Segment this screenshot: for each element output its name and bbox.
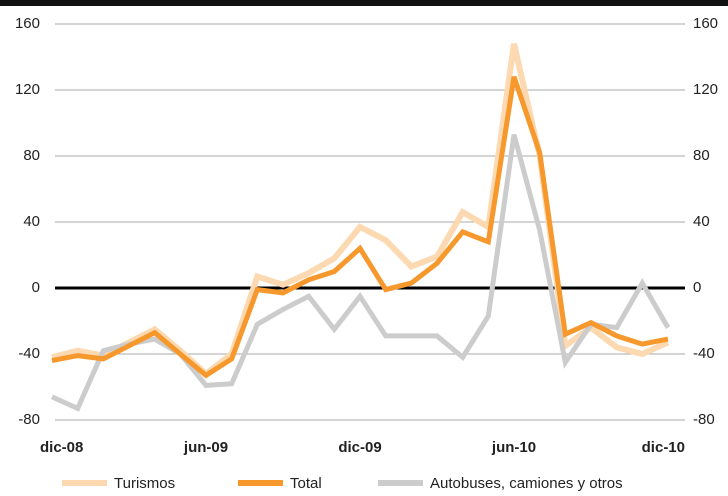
y-tick-label: 160: [15, 15, 40, 32]
y2-tick-label: -40: [693, 345, 715, 362]
header-bar: [0, 0, 728, 6]
x-tick-label: jun-09: [183, 439, 228, 456]
y2-tick-label: -80: [693, 411, 715, 428]
series-line: [50, 133, 671, 412]
y-tick-label: -40: [18, 345, 40, 362]
y2-tick-label: 160: [693, 15, 718, 32]
legend-label: Turismos: [114, 475, 175, 492]
series-line: [51, 75, 669, 379]
x-tick-label: dic-10: [642, 439, 685, 456]
y2-tick-label: 120: [693, 81, 718, 98]
y-tick-label: 0: [32, 279, 40, 296]
y-tick-label: 80: [23, 147, 40, 164]
legend-label: Autobuses, camiones y otros: [430, 475, 623, 492]
x-tick-label: dic-09: [338, 439, 381, 456]
legend-label: Total: [290, 475, 322, 492]
y-tick-label: -80: [18, 411, 40, 428]
y2-tick-label: 80: [693, 147, 710, 164]
y2-tick-label: 40: [693, 213, 710, 230]
y2-tick-label: 0: [693, 279, 701, 296]
y-tick-label: 40: [23, 213, 40, 230]
x-tick-label: jun-10: [491, 439, 536, 456]
y-tick-label: 120: [15, 81, 40, 98]
x-tick-label: dic-08: [40, 439, 83, 456]
series-line: [51, 43, 670, 378]
